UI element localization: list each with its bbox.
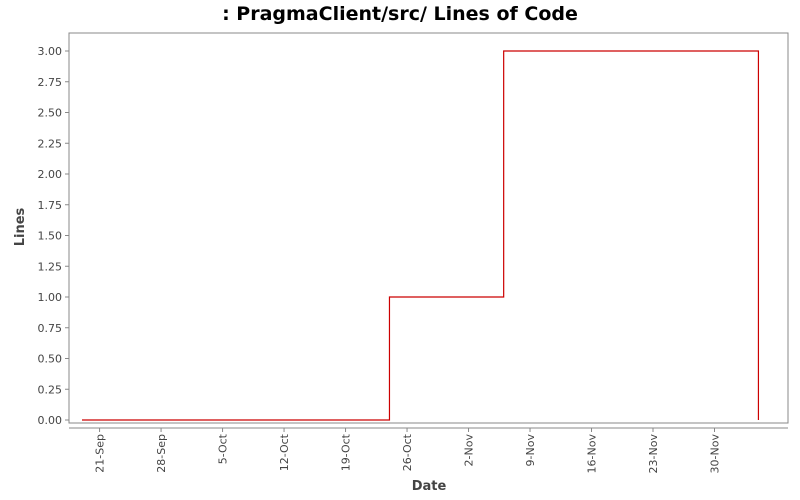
- y-tick-label: 2.00: [38, 168, 63, 181]
- x-tick-label: 21-Sep: [94, 434, 107, 473]
- plot-area: [68, 32, 789, 424]
- y-tick-label: 1.50: [38, 230, 63, 243]
- x-axis-label: Date: [412, 479, 447, 494]
- series-layer: [82, 50, 760, 421]
- y-tick-label: 0.50: [38, 353, 63, 366]
- y-axis: 0.00 0.25 0.50 0.75 1.00 1.25 1.50 1.75 2.00 2.25…: [38, 45, 69, 427]
- chart-title: : PragmaClient/src/ Lines of Code: [222, 3, 578, 25]
- y-tick-label: 0.25: [38, 383, 63, 396]
- y-tick-label: 1.00: [38, 291, 63, 304]
- x-tick-label: 30-Nov: [709, 434, 722, 474]
- y-tick-label: 0.00: [38, 414, 63, 427]
- x-tick-label: 16-Nov: [586, 434, 599, 474]
- x-tick-label: 23-Nov: [647, 434, 660, 474]
- x-tick-label: 9-Nov: [524, 434, 537, 467]
- x-tick-label: 2-Nov: [463, 434, 476, 467]
- y-axis-label: Lines: [13, 207, 28, 246]
- y-tick-label: 1.75: [38, 199, 63, 212]
- x-tick-label: 12-Oct: [278, 433, 291, 471]
- y-tick-label: 0.75: [38, 322, 63, 335]
- y-tick-label: 2.75: [38, 76, 63, 89]
- x-tick-label: 28-Sep: [155, 434, 168, 473]
- x-axis: 21-Sep 28-Sep 5-Oct 12-Oct 19-Oct 26-Oct 2-Nov…: [69, 427, 788, 474]
- y-tick-label: 2.50: [38, 107, 63, 120]
- x-tick-label: 26-Oct: [401, 433, 414, 471]
- y-tick-label: 2.25: [38, 137, 63, 150]
- y-tick-label: 3.00: [38, 45, 63, 58]
- x-tick-label: 5-Oct: [217, 433, 230, 464]
- y-tick-label: 1.25: [38, 260, 63, 273]
- x-tick-label: 19-Oct: [340, 433, 353, 471]
- series-line: [82, 50, 760, 421]
